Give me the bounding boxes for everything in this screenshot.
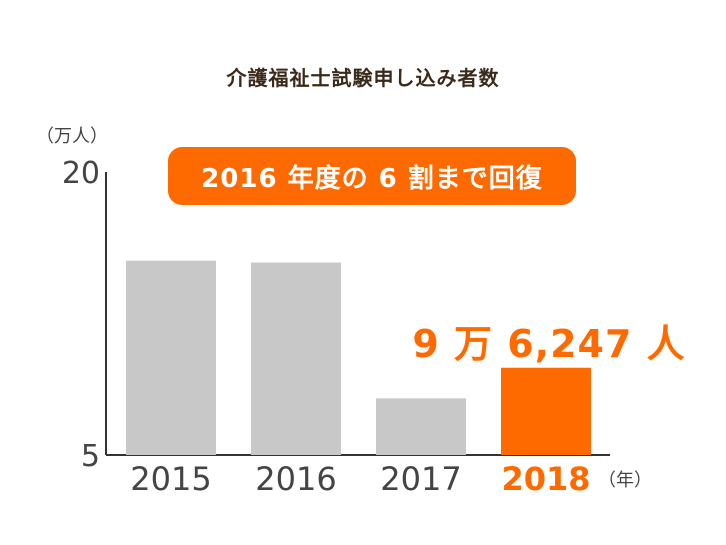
x-axis-unit: （年） (598, 470, 652, 491)
y-tick-label: 20 (62, 156, 100, 191)
y-axis-unit: （万人） (36, 126, 108, 147)
bar-2015 (126, 260, 216, 455)
bar-2017 (376, 398, 466, 455)
x-tick-label-2015: 2015 (130, 460, 211, 498)
annotation-badge: 2016 年度の 6 割まで回復 (168, 147, 576, 205)
highlight-value-label: 9 万 6,247 人 (412, 322, 686, 366)
bar-2016 (251, 262, 341, 455)
x-tick-label-2018: 2018 (501, 460, 590, 498)
chart-title: 介護福祉士試験申し込み者数 (226, 66, 500, 90)
y-tick-label: 5 (81, 439, 100, 474)
x-tick-label-2017: 2017 (380, 460, 461, 498)
bar-2018 (501, 367, 591, 455)
x-tick-label-2016: 2016 (255, 460, 336, 498)
